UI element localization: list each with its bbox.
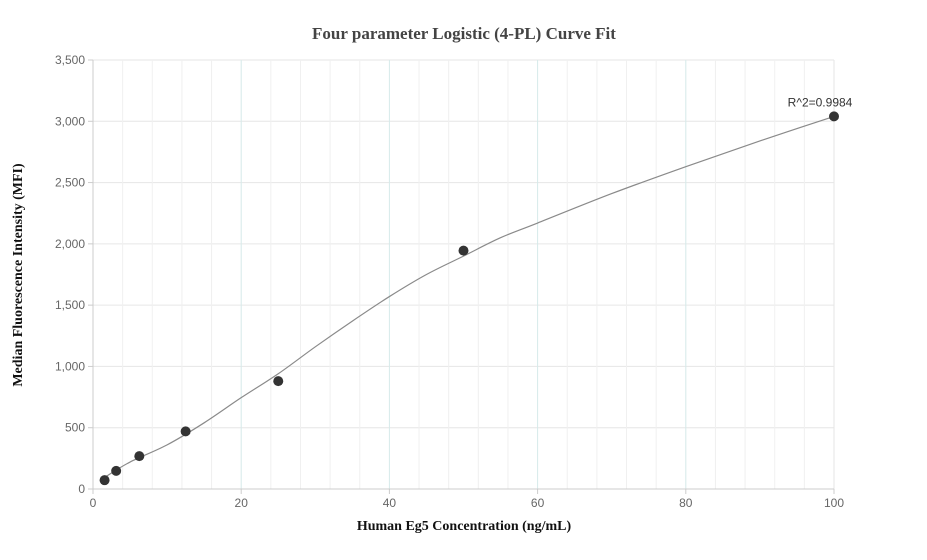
data-point[interactable]	[458, 245, 469, 256]
y-tick-label: 2,000	[55, 237, 85, 251]
data-point[interactable]	[111, 465, 122, 476]
data-point[interactable]	[99, 475, 110, 486]
chart-title: Four parameter Logistic (4-PL) Curve Fit	[312, 24, 616, 43]
grid	[93, 59, 835, 489]
ticks: 0 500 1,000 1,500 2,000 2,500 3,000 3,500 0 20 40 6…	[55, 53, 844, 510]
y-tick-label: 2,500	[55, 176, 85, 190]
y-tick-label: 0	[78, 482, 85, 496]
data-point[interactable]	[829, 111, 839, 122]
y-tick-label: 3,000	[55, 114, 85, 128]
r-squared-annotation: R^2=0.9984	[788, 95, 853, 109]
y-tick-label: 3,500	[55, 53, 85, 67]
y-tick-label: 500	[65, 421, 85, 435]
x-tick-label: 40	[383, 496, 397, 510]
x-tick-label: 60	[531, 496, 545, 510]
y-tick-label: 1,000	[55, 359, 85, 373]
data-point[interactable]	[180, 426, 191, 437]
x-tick-label: 80	[679, 496, 693, 510]
y-tick-label: 1,500	[55, 298, 85, 312]
data-point[interactable]	[134, 451, 145, 462]
x-axis-title: Human Eg5 Concentration (ng/mL)	[357, 519, 572, 534]
y-axis-title: Median Fluorescence Intensity (MFI)	[11, 163, 26, 387]
data-point[interactable]	[273, 376, 284, 387]
fit-curve	[104, 115, 835, 478]
data-points	[99, 111, 839, 486]
x-tick-label: 100	[824, 496, 844, 510]
x-tick-label: 20	[235, 496, 249, 510]
x-tick-label: 0	[90, 496, 97, 510]
